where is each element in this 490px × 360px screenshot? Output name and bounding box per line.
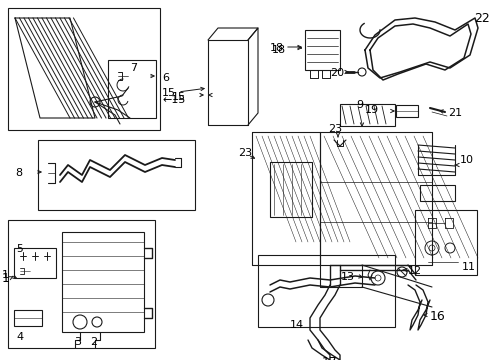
Text: 7: 7: [130, 63, 137, 73]
Text: 9: 9: [356, 100, 363, 110]
Bar: [38, 140, 195, 210]
Text: 22: 22: [474, 12, 490, 25]
Bar: [396, 105, 418, 117]
Text: 23: 23: [238, 148, 252, 158]
Text: 12: 12: [408, 266, 422, 276]
Bar: [340, 104, 395, 126]
Text: ←15: ←15: [163, 95, 186, 105]
Text: 8: 8: [15, 168, 22, 178]
Text: 20: 20: [330, 68, 344, 78]
Text: 19: 19: [365, 105, 379, 115]
Bar: [270, 162, 312, 217]
Text: 16: 16: [430, 310, 446, 323]
Bar: [415, 210, 477, 275]
Text: 17: 17: [322, 356, 338, 360]
Text: 2: 2: [90, 337, 97, 347]
Bar: [14, 248, 56, 278]
Text: 21: 21: [448, 108, 462, 118]
Text: 4: 4: [16, 332, 23, 342]
Text: 5: 5: [16, 244, 23, 254]
Text: 18: 18: [272, 45, 286, 55]
Text: 14: 14: [290, 320, 304, 330]
Bar: [305, 30, 340, 70]
Text: 3: 3: [74, 337, 81, 347]
Bar: [14, 310, 42, 326]
Text: 15: 15: [172, 92, 186, 102]
Bar: [108, 60, 156, 118]
Bar: [8, 8, 160, 130]
Text: 11: 11: [462, 262, 476, 272]
Text: 1: 1: [2, 272, 10, 285]
Text: 1: 1: [2, 270, 9, 280]
Text: 13: 13: [341, 272, 355, 282]
Bar: [62, 232, 144, 332]
Text: 18: 18: [270, 43, 284, 53]
Bar: [258, 255, 395, 327]
Text: 15: 15: [162, 88, 176, 98]
Bar: [8, 220, 155, 348]
Text: 23: 23: [328, 124, 342, 134]
Text: 10: 10: [460, 155, 474, 165]
Bar: [420, 185, 455, 201]
Text: 6: 6: [162, 73, 169, 83]
